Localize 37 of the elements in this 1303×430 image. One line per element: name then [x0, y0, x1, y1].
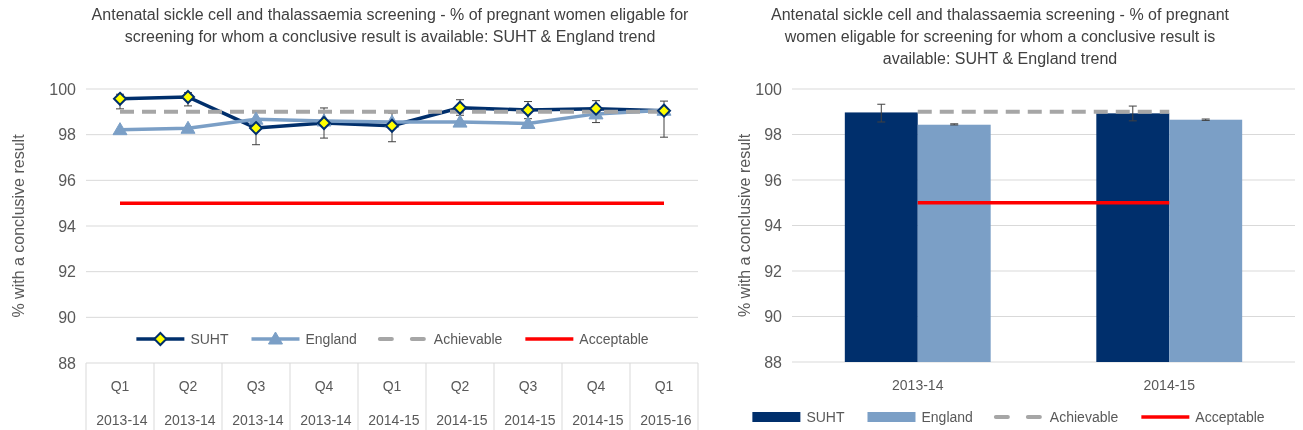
- category-label: Q4 2013-14: [300, 378, 352, 428]
- category-label: Q1 2014-15: [368, 378, 420, 428]
- y-axis-title: % with a conclusive result: [736, 133, 753, 318]
- category-label: Q4 2014-15: [572, 378, 624, 428]
- y-tick-label: 90: [764, 308, 783, 326]
- legend-label: Achievable: [1049, 408, 1119, 425]
- category-label: Q2 2013-14: [164, 378, 216, 428]
- x-tick-label: 2013-14: [892, 377, 944, 393]
- y-axis-title: % with a conclusive result: [10, 133, 27, 318]
- y-tick-label: 98: [764, 126, 783, 144]
- y-tick-label: 96: [58, 171, 77, 189]
- y-tick-label: 88: [58, 354, 77, 372]
- y-tick-label: 100: [755, 80, 783, 98]
- legend-label: SUHT: [806, 408, 845, 425]
- category-label: Q1 2013-14: [96, 378, 148, 428]
- y-tick-label: 94: [764, 217, 783, 235]
- legend-label: Acceptable: [1195, 408, 1265, 425]
- legend-label: England: [921, 408, 973, 425]
- x-tick-label: 2014-15: [1143, 377, 1196, 393]
- y-tick-label: 96: [764, 171, 783, 189]
- y-tick-label: 98: [58, 126, 77, 144]
- category-label: Q3 2014-15: [504, 378, 556, 428]
- legend-label: SUHT: [190, 330, 229, 347]
- chart-title: Antenatal sickle cell and thalassaemia screening - % of pregnant women eligable for screening for whom a conclusive result is available: SUHT & England trend: [770, 6, 1230, 67]
- y-tick-label: 92: [764, 262, 783, 280]
- category-label: Q1 2015-16: [640, 378, 692, 428]
- y-tick-label: 94: [58, 217, 77, 235]
- category-label: Q2 2014-15: [436, 378, 488, 428]
- chart-title: Antenatal sickle cell and thalassaemia screening - % of pregnant women eligable for screening for whom a conclusive result is available: SUHT & England trend: [91, 6, 690, 45]
- category-label: Q3 2013-14: [232, 378, 284, 428]
- legend-label: England: [305, 330, 357, 347]
- legend-label: Acceptable: [579, 330, 649, 347]
- legend-label: Achievable: [433, 330, 503, 347]
- y-tick-label: 100: [49, 80, 77, 98]
- y-tick-label: 92: [58, 263, 77, 281]
- y-tick-label: 90: [58, 308, 77, 326]
- y-tick-label: 88: [764, 353, 783, 371]
